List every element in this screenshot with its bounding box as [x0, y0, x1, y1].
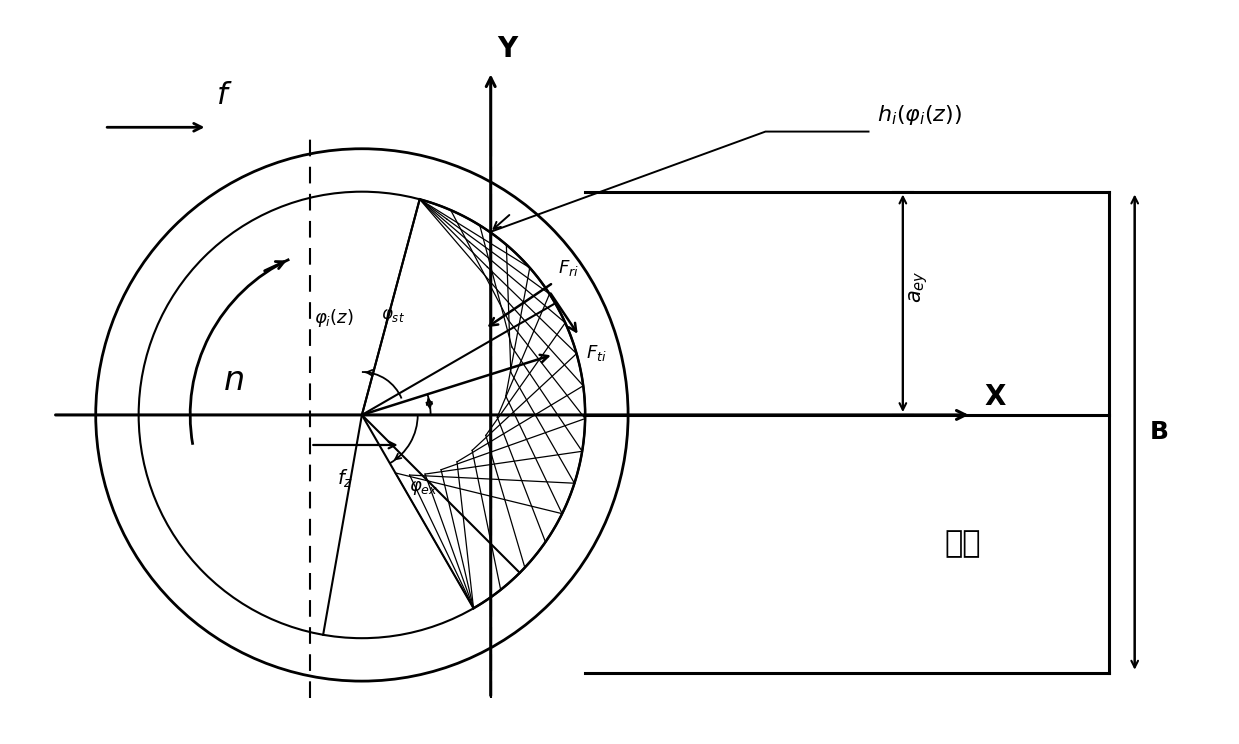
Text: Y: Y: [498, 35, 518, 63]
Text: $h_i(\varphi_i(z))$: $h_i(\varphi_i(z))$: [877, 103, 963, 127]
Text: X: X: [985, 382, 1006, 411]
Text: $\varphi_i(z)$: $\varphi_i(z)$: [313, 307, 353, 329]
Text: $f$: $f$: [216, 81, 233, 110]
Text: B: B: [1150, 420, 1170, 444]
Text: 工件: 工件: [944, 529, 981, 558]
Text: $\varphi_{st}$: $\varphi_{st}$: [380, 307, 405, 325]
Text: $\varphi_{ex}$: $\varphi_{ex}$: [409, 479, 439, 497]
Text: $F_{ti}$: $F_{ti}$: [586, 343, 607, 363]
Text: $f_z$: $f_z$: [337, 468, 353, 490]
Text: $n$: $n$: [223, 364, 244, 397]
Text: $F_{ri}$: $F_{ri}$: [558, 258, 579, 278]
Text: $a_{ey}$: $a_{ey}$: [907, 271, 929, 304]
